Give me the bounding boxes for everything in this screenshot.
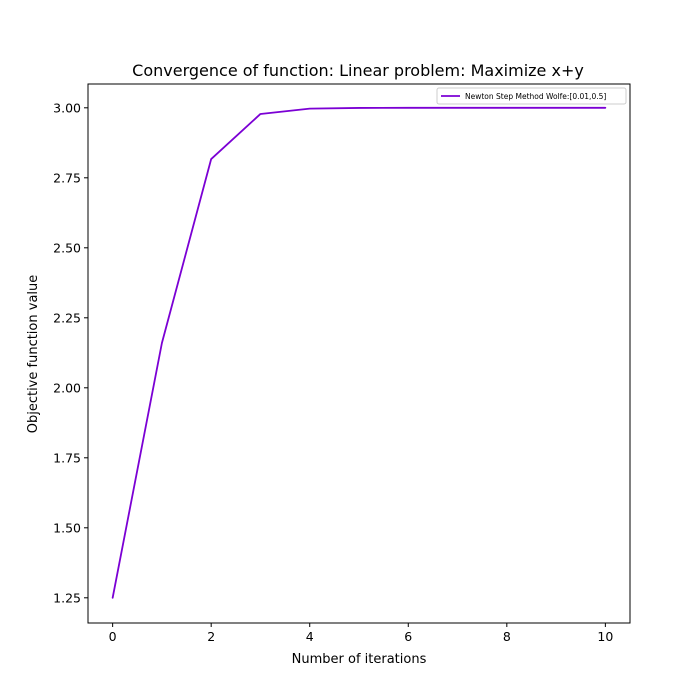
x-tick-label: 8 bbox=[503, 629, 511, 644]
legend-box bbox=[436, 87, 627, 105]
series-line-0 bbox=[111, 106, 607, 599]
y-tick-label: 1.50 bbox=[53, 520, 81, 535]
chart-title: Convergence of function: Linear problem:… bbox=[132, 61, 584, 80]
x-tick-label: 6 bbox=[404, 629, 412, 644]
plot-area bbox=[87, 83, 631, 624]
y-tick-label: 1.75 bbox=[53, 450, 81, 465]
plot-frame bbox=[87, 83, 631, 624]
y-axis-label: Objective function value bbox=[26, 275, 41, 434]
y-tick-label: 2.50 bbox=[53, 240, 81, 255]
x-axis-label: Number of iterations bbox=[292, 652, 427, 667]
y-tick-label: 1.25 bbox=[53, 590, 81, 605]
y-tick-label: 2.75 bbox=[53, 170, 81, 185]
x-tick-label: 4 bbox=[306, 629, 314, 644]
y-axis: 1.25 1.50 1.75 2.00 2.25 2.50 2.75 3.00 bbox=[53, 100, 88, 605]
series-layer bbox=[111, 106, 607, 599]
x-tick-label: 0 bbox=[109, 629, 117, 644]
legend: Newton Step Method Wolfe:[0.01,0.5] bbox=[436, 87, 627, 105]
x-tick-label: 2 bbox=[207, 629, 215, 644]
y-tick-label: 2.25 bbox=[53, 310, 81, 325]
y-tick-label: 3.00 bbox=[53, 100, 81, 115]
legend-label: Newton Step Method Wolfe:[0.01,0.5] bbox=[465, 92, 606, 101]
plot-background bbox=[88, 84, 630, 623]
x-axis: 0 2 4 6 8 10 bbox=[109, 623, 613, 644]
y-tick-label: 2.00 bbox=[53, 380, 81, 395]
x-tick-label: 10 bbox=[597, 629, 613, 644]
